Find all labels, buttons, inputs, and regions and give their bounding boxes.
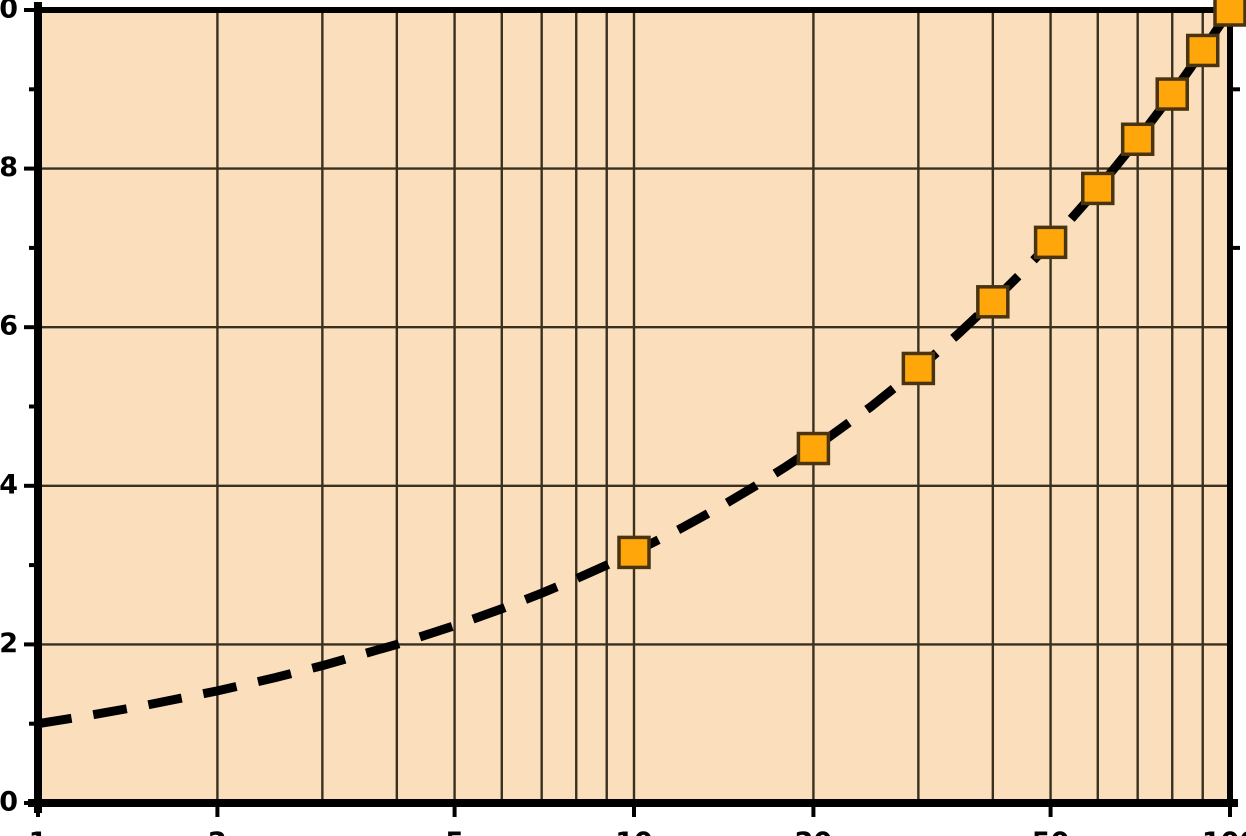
- y-tick-label: 6: [0, 311, 18, 342]
- data-point-marker: [1213, 0, 1246, 27]
- y-tick-label: 2: [0, 628, 18, 659]
- x-tick-label: 100: [1202, 827, 1246, 836]
- y-axis-minor-ticks: [29, 87, 38, 726]
- y-tick-label: 4: [0, 469, 18, 500]
- data-point-marker: [976, 285, 1010, 319]
- x-tick-label: 2: [208, 827, 227, 836]
- data-point-marker: [901, 351, 936, 386]
- x-axis-ticks: 1 2 5 10 20 50 100: [29, 803, 1246, 836]
- x-tick-label: 5: [445, 827, 464, 836]
- right-axis-minor-ticks: [1230, 87, 1240, 250]
- data-point-marker: [1081, 171, 1115, 206]
- y-tick-label: 8: [0, 152, 18, 183]
- series-markers: [617, 0, 1246, 570]
- data-point-marker: [1120, 122, 1155, 157]
- data-point-marker: [1033, 225, 1068, 260]
- y-tick-label: 0: [0, 787, 18, 818]
- data-point-marker: [1185, 33, 1220, 68]
- y-tick-label: 10: [0, 0, 18, 25]
- x-gridlines: [36, 10, 1232, 803]
- data-point-marker: [1155, 77, 1189, 111]
- x-tick-label: 1: [29, 827, 48, 836]
- data-point-marker: [796, 431, 831, 466]
- y-axis-ticks: 0 2 4 6 8 10: [0, 0, 38, 818]
- x-tick-label: 50: [1032, 827, 1070, 836]
- x-tick-label: 20: [795, 827, 833, 836]
- data-point-marker: [617, 535, 651, 570]
- x-tick-label: 10: [615, 827, 653, 836]
